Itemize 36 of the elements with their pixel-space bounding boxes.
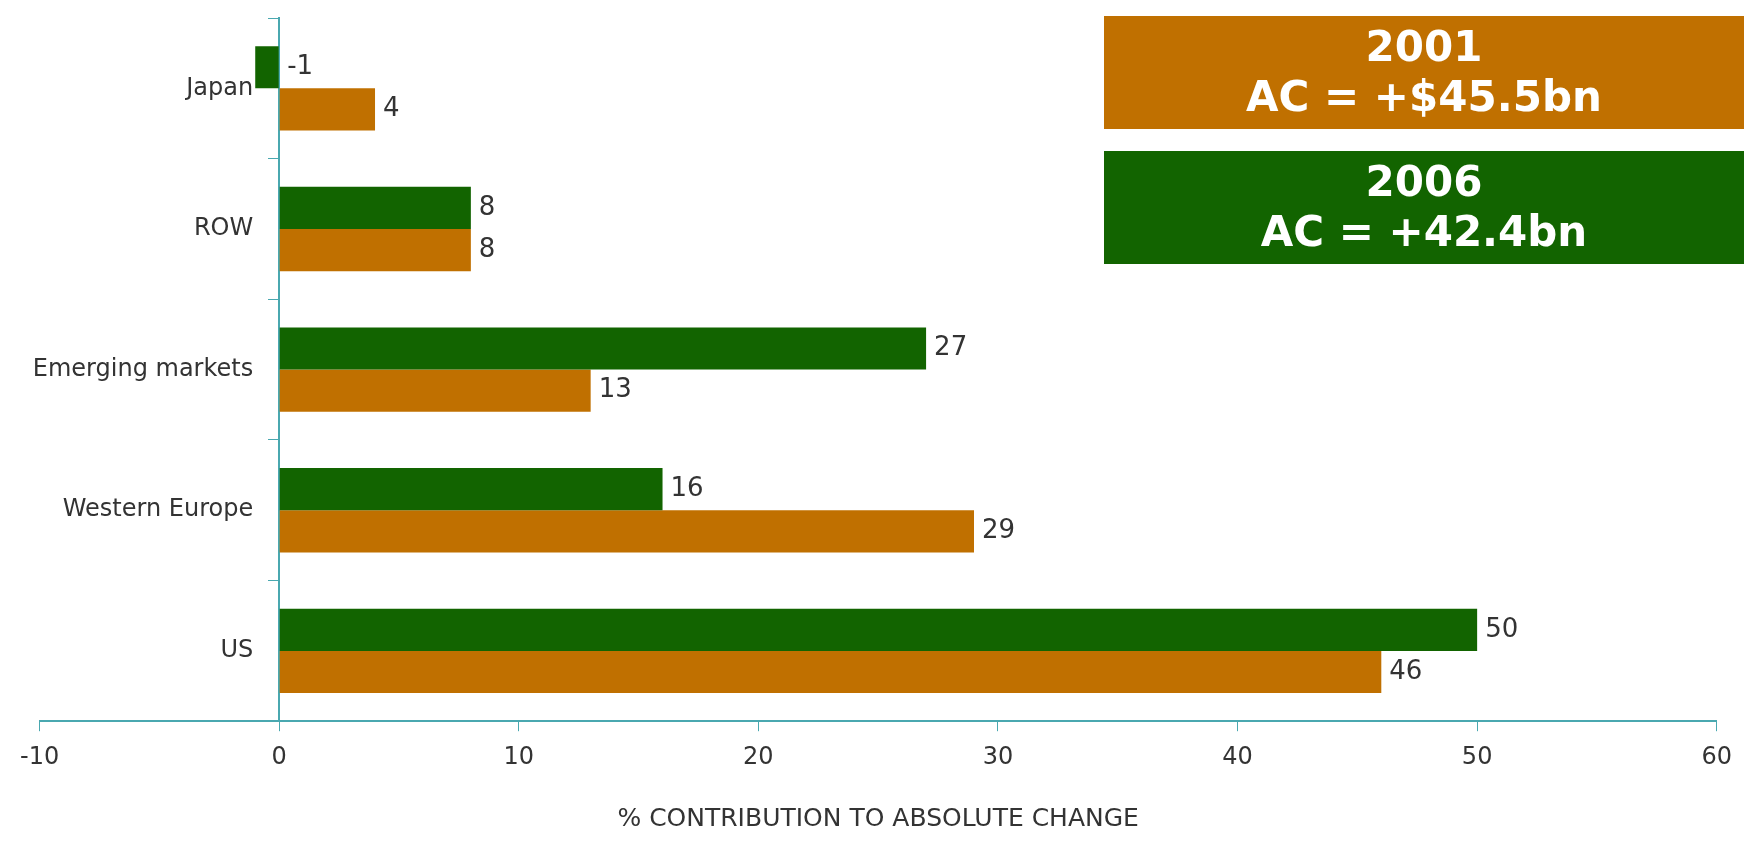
bar [279,650,1382,694]
x-tick-label: 50 [1461,741,1493,770]
bar [279,510,974,553]
data-label: 16 [670,471,704,502]
bar [279,327,927,370]
data-label: 29 [982,514,1016,545]
y-tick-label: Emerging markets [32,353,254,382]
text: 2001 AC = +$45.5bn [1104,16,1744,129]
x-tick-label: -10 [20,741,60,770]
data-label: 8 [478,190,496,221]
bar [279,228,471,272]
x-tick-label: 20 [743,741,774,770]
y-tick-label: Japan [184,72,254,101]
data-label: -1 [287,49,314,80]
data-label: 46 [1389,654,1423,685]
bar [279,88,376,131]
text: 2006 AC = +42.4bn [1104,150,1744,264]
data-label: 27 [934,331,968,362]
data-label: 50 [1485,612,1519,643]
x-tick-label: 30 [982,741,1014,770]
x-tick-label: 10 [503,741,535,770]
y-tick-label: ROW [193,213,254,242]
x-tick-label: 40 [1222,741,1253,770]
x-tick-label: 0 [271,741,287,770]
bar [279,186,471,229]
x-axis-title: % CONTRIBUTION TO ABSOLUTE CHANGE [617,802,1139,832]
data-label: 8 [478,232,496,263]
bar [255,46,279,89]
x-tick-label: 60 [1701,741,1732,770]
data-label: 4 [383,92,400,123]
data-label: 13 [598,373,632,404]
bar [279,608,1478,651]
bar [279,468,663,511]
bar [279,369,591,412]
y-tick-label: Western Europe [62,494,254,523]
y-tick-label: US [220,635,254,664]
